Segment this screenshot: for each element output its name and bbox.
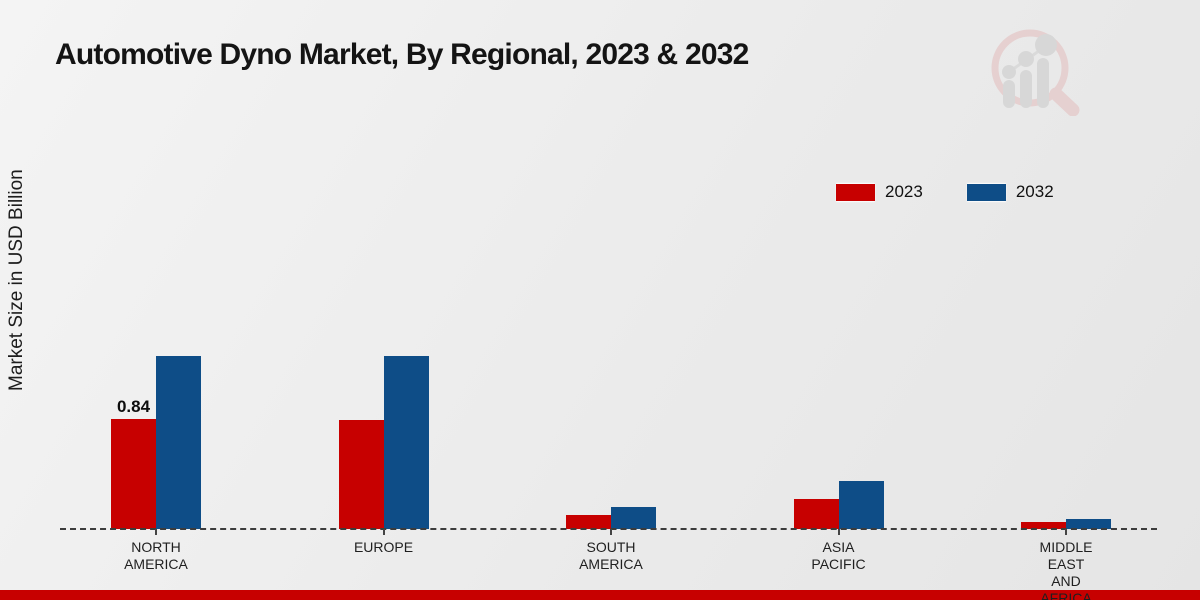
- x-axis-tick: [837, 529, 840, 535]
- bar-2023-north-america: [111, 419, 156, 529]
- bar-2032-europe: [383, 356, 429, 529]
- x-category-label-south-america: SOUTH AMERICA: [579, 539, 643, 572]
- x-axis-tick: [1065, 529, 1067, 535]
- bar-2032-north-america: [156, 356, 201, 529]
- legend-swatch-2032: [966, 183, 1006, 201]
- legend-item-2032: 2032: [966, 182, 1054, 202]
- x-category-label-asia-pacific: ASIA PACIFIC: [811, 539, 866, 572]
- bar-2032-asia-pacific: [838, 481, 884, 529]
- x-axis-baseline: [60, 528, 1157, 530]
- bar-value-label: 0.84: [116, 397, 151, 416]
- footer-band: [0, 590, 1200, 600]
- x-category-label-europe: EUROPE: [353, 539, 414, 555]
- bar-2032-south-america: [611, 507, 656, 529]
- x-category-label-north-america: NORTH AMERICA: [124, 539, 188, 572]
- bar-2023-middle-east-and-africa: [1021, 522, 1066, 529]
- bar-2023-south-america: [566, 515, 611, 529]
- legend-swatch-2023: [836, 183, 875, 201]
- bar-2032-middle-east-and-africa: [1066, 519, 1111, 529]
- bar-2023-asia-pacific: [793, 499, 839, 529]
- x-axis-tick: [610, 529, 612, 535]
- bar-2023-europe: [338, 420, 384, 529]
- x-axis-tick: [155, 529, 157, 535]
- magnifier-bar-chart-logo-icon: [991, 29, 1080, 116]
- x-axis-tick: [382, 529, 385, 535]
- legend: 2023 2032: [836, 182, 1054, 202]
- legend-label-2023: 2023: [885, 182, 923, 201]
- legend-label-2032: 2032: [1015, 182, 1054, 201]
- chart-title: Automotive Dyno Market, By Regional, 202…: [55, 38, 749, 71]
- x-category-label-middle-east-and-africa: MIDDLE EAST AND AFRICA: [1039, 539, 1093, 600]
- legend-item-2023: 2023: [836, 182, 923, 202]
